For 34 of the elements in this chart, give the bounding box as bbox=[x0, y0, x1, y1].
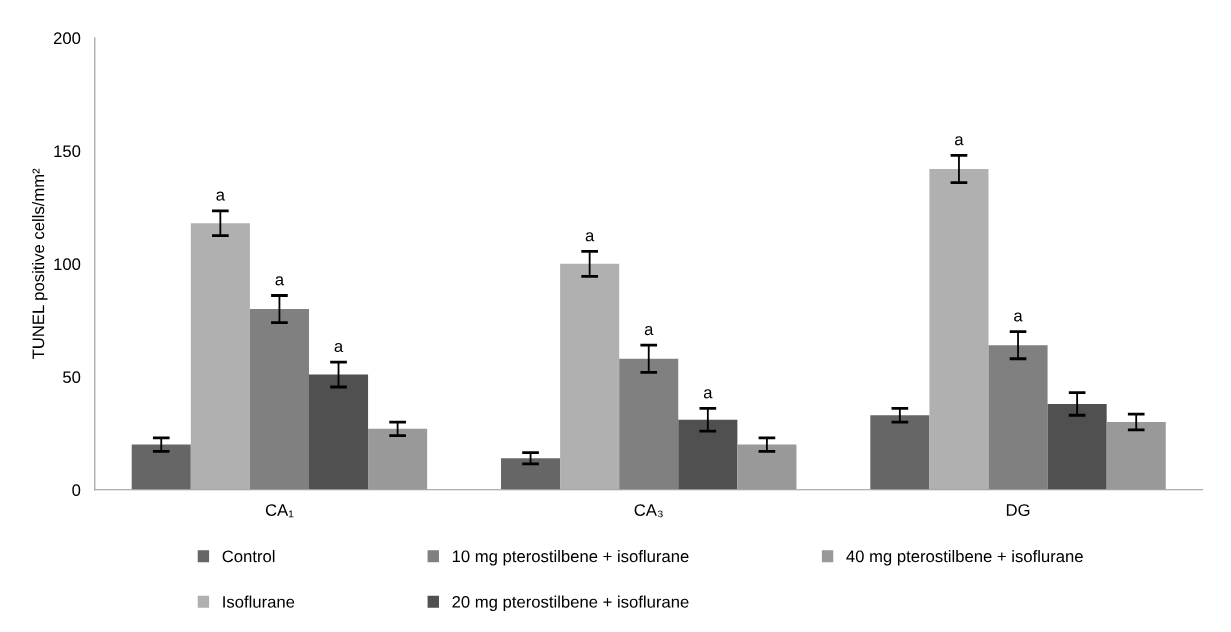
data-label: a bbox=[585, 232, 595, 242]
bar bbox=[1047, 403, 1107, 490]
bar bbox=[190, 223, 250, 490]
bar bbox=[678, 419, 738, 490]
bar bbox=[619, 358, 679, 490]
bar bbox=[131, 444, 191, 490]
bar bbox=[929, 168, 989, 490]
legend-label: Isoflurane bbox=[223, 595, 295, 608]
bar bbox=[501, 458, 561, 490]
bar bbox=[308, 374, 369, 490]
bar bbox=[249, 309, 309, 490]
data-label: a bbox=[955, 136, 964, 146]
data-label: a bbox=[703, 389, 713, 399]
y-tick-label: 100 bbox=[54, 258, 81, 271]
bar bbox=[870, 415, 930, 490]
bar bbox=[988, 345, 1048, 490]
data-label: a bbox=[1014, 312, 1023, 322]
x-tick-label: DG bbox=[1006, 504, 1030, 516]
y-tick-label: 150 bbox=[54, 145, 81, 158]
data-label: a bbox=[334, 342, 344, 353]
data-label: a bbox=[644, 325, 654, 336]
legend-label: 20 mg pterostilbene + isoflurane bbox=[452, 595, 689, 612]
data-label: a bbox=[216, 191, 225, 201]
data-label: a bbox=[275, 276, 285, 286]
legend-label: 10 mg pterostilbene + isoflurane bbox=[452, 549, 689, 566]
legend-label: Control bbox=[222, 549, 275, 563]
y-tick-label: 0 bbox=[72, 484, 81, 496]
x-tick-label: CA₁ bbox=[265, 504, 294, 518]
legend-label: 40 mg pterostilbene + isoflurane bbox=[846, 549, 1083, 566]
x-tick-label: CA₃ bbox=[634, 504, 663, 518]
y-tick-label: 200 bbox=[53, 32, 81, 45]
y-axis-title: TUNEL positive cells/mm² bbox=[32, 168, 48, 360]
y-tick-label: 50 bbox=[63, 371, 81, 384]
bar bbox=[560, 263, 620, 490]
